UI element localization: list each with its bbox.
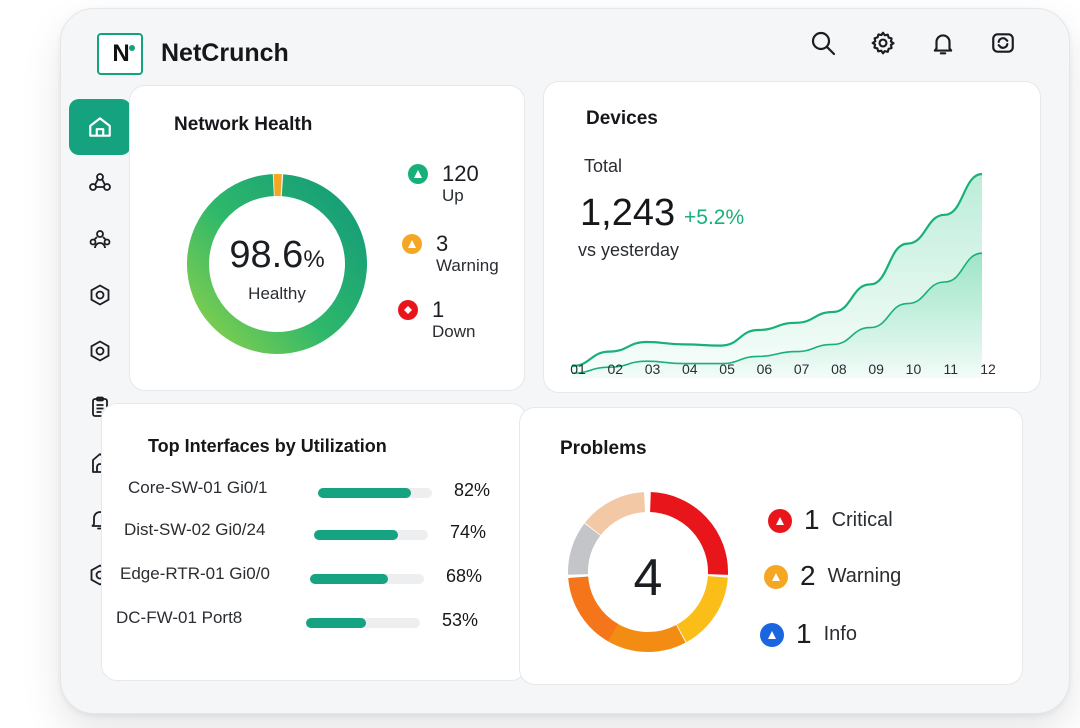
x-tick-label: 11 bbox=[943, 361, 958, 377]
settings-icon[interactable] bbox=[869, 29, 897, 57]
interface-row[interactable]: Dist-SW-02 Gi0/24 74% bbox=[124, 520, 504, 550]
problem-row-critical: 1 Critical bbox=[768, 504, 893, 536]
app-title: NetCrunch bbox=[161, 39, 289, 67]
x-tick-label: 04 bbox=[682, 361, 698, 377]
bell-icon[interactable] bbox=[929, 29, 957, 57]
hexagon-icon bbox=[90, 284, 110, 306]
sidebar bbox=[69, 99, 133, 603]
utilization-percent: 74% bbox=[450, 522, 487, 542]
card-title: Devices bbox=[586, 108, 658, 129]
up-icon bbox=[408, 164, 428, 184]
sidebar-item-groups[interactable] bbox=[69, 211, 131, 267]
health-warning-segment bbox=[187, 174, 367, 354]
critical-icon bbox=[768, 509, 792, 533]
interface-name: DC-FW-01 Port8 bbox=[116, 608, 243, 627]
top-interfaces-card: Top Interfaces by Utilization Core-SW-01… bbox=[101, 403, 527, 681]
interface-name: Dist-SW-02 Gi0/24 bbox=[124, 520, 266, 539]
x-tick-label: 05 bbox=[719, 361, 735, 377]
group-icon bbox=[89, 230, 111, 249]
total-label: Total bbox=[584, 156, 623, 176]
interface-row[interactable]: Core-SW-01 Gi0/1 82% bbox=[128, 478, 508, 508]
interface-name: Core-SW-01 Gi0/1 bbox=[128, 478, 268, 497]
devices-chart: 01 02 03 04 05 06 07 08 09 10 11 12 bbox=[570, 172, 996, 378]
x-tick-label: 08 bbox=[831, 361, 847, 377]
delta-badge: +5.2% bbox=[684, 206, 745, 229]
app-logo: N bbox=[97, 33, 143, 75]
search-icon[interactable] bbox=[809, 29, 837, 57]
sidebar-item-topology[interactable] bbox=[69, 155, 131, 211]
series-area-2 bbox=[572, 253, 982, 378]
interface-name: Edge-RTR-01 Gi0/0 bbox=[120, 564, 270, 583]
x-tick-label: 12 bbox=[980, 361, 996, 377]
health-arc bbox=[187, 174, 367, 354]
utilization-bar bbox=[318, 488, 432, 498]
problem-row-info: 1 Info bbox=[760, 618, 857, 650]
problems-ring bbox=[568, 492, 728, 652]
info-icon bbox=[760, 623, 784, 647]
x-tick-label: 06 bbox=[757, 361, 773, 377]
utilization-percent: 82% bbox=[454, 480, 491, 500]
utilization-bar bbox=[314, 530, 428, 540]
hexagon-icon bbox=[90, 340, 110, 362]
compare-label: vs yesterday bbox=[578, 240, 680, 260]
utilization-fill bbox=[314, 530, 399, 540]
health-value: 98.6% bbox=[229, 234, 325, 276]
utilization-percent: 68% bbox=[446, 566, 483, 586]
card-title: Top Interfaces by Utilization bbox=[148, 436, 387, 456]
sidebar-item-nodes[interactable] bbox=[69, 267, 131, 323]
warning-icon bbox=[764, 565, 788, 589]
problems-card: Problems 4 1 Critical 2 Warning 1 Info bbox=[519, 407, 1023, 685]
sidebar-item-home[interactable] bbox=[69, 99, 131, 155]
other-segment bbox=[568, 492, 728, 652]
x-tick-label: 03 bbox=[645, 361, 661, 377]
x-tick-label: 07 bbox=[794, 361, 810, 377]
card-title: Problems bbox=[560, 438, 647, 459]
devices-card: Devices Total 1,243 +5.2% vs yesterday 0… bbox=[543, 81, 1041, 393]
interface-row[interactable]: DC-FW-01 Port8 53% bbox=[116, 608, 496, 638]
problems-total: 4 bbox=[633, 549, 663, 607]
sidebar-item-services[interactable] bbox=[69, 323, 131, 379]
x-tick-label: 02 bbox=[607, 361, 623, 377]
card-title: Network Health bbox=[174, 114, 313, 135]
health-ring bbox=[187, 174, 367, 354]
sync-icon[interactable] bbox=[989, 29, 1017, 57]
network-health-card: Network Health 98.6% Healthy 120 Up 3 Warn… bbox=[129, 85, 525, 391]
health-label: Healthy bbox=[248, 284, 306, 303]
legend-down: 1 Down bbox=[398, 298, 475, 342]
critical-segment bbox=[568, 492, 728, 652]
utilization-fill bbox=[306, 618, 367, 628]
warning-icon bbox=[402, 234, 422, 254]
home-icon bbox=[89, 117, 111, 137]
network-icon bbox=[89, 173, 111, 191]
legend-up: 120 Up bbox=[408, 162, 479, 206]
utilization-percent: 53% bbox=[442, 610, 479, 630]
utilization-fill bbox=[310, 574, 388, 584]
x-tick-label: 01 bbox=[570, 361, 586, 377]
total-value: 1,243 bbox=[580, 192, 676, 234]
logo-letter: N bbox=[112, 40, 129, 67]
app-window: N NetCrunch bbox=[60, 8, 1070, 714]
problem-row-warning: 2 Warning bbox=[764, 560, 901, 592]
warning-segment-c bbox=[568, 492, 728, 652]
interface-row[interactable]: Edge-RTR-01 Gi0/0 68% bbox=[120, 564, 500, 594]
legend-warning: 3 Warning bbox=[402, 232, 499, 276]
header-toolbar bbox=[809, 29, 1017, 57]
utilization-bar bbox=[310, 574, 424, 584]
series-line-2 bbox=[571, 252, 983, 374]
x-tick-label: 09 bbox=[868, 361, 884, 377]
down-icon bbox=[398, 300, 418, 320]
x-tick-label: 10 bbox=[906, 361, 922, 377]
utilization-bar bbox=[306, 618, 420, 628]
utilization-fill bbox=[318, 488, 412, 498]
